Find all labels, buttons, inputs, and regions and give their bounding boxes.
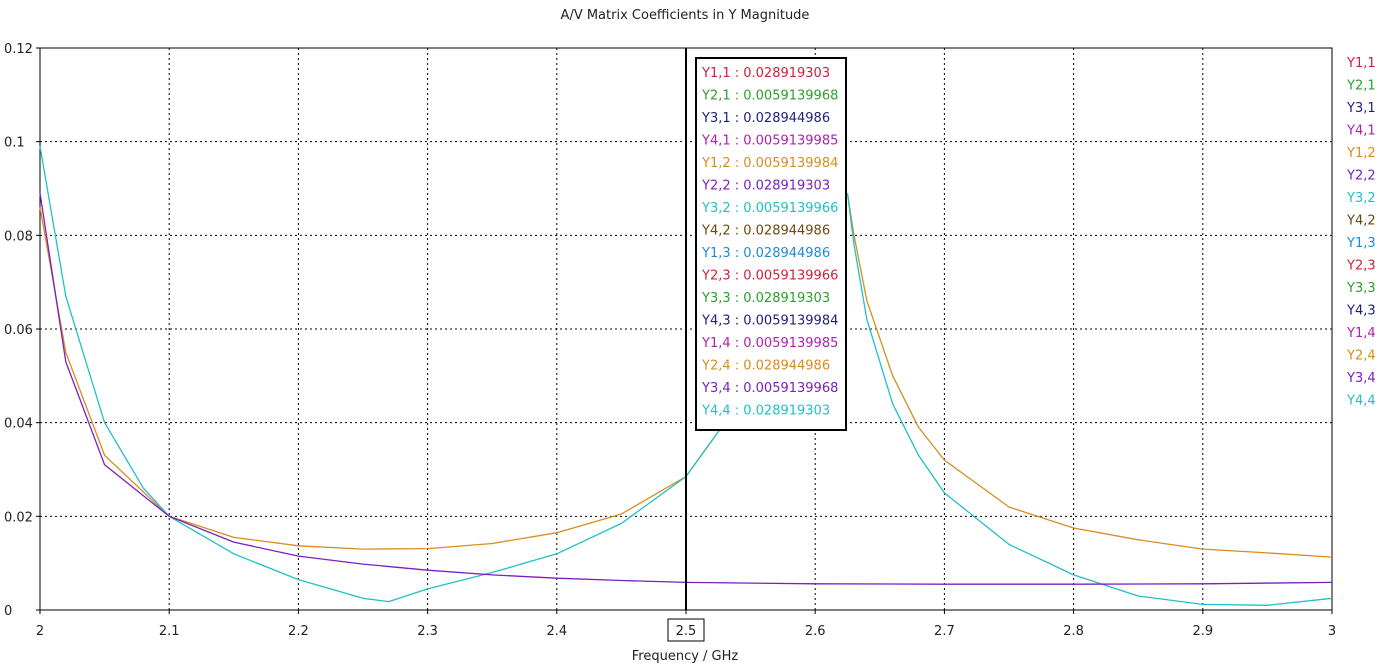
legend-entry[interactable]: Y2,2 [1346,169,1376,184]
x-axis-label: Frequency / GHz [632,649,739,664]
series-line-3 [846,193,1333,606]
cursor-readout-frame [695,57,847,431]
y-tick-label: 0.02 [4,510,33,525]
legend-entry[interactable]: Y2,1 [1346,79,1376,94]
x-tick-label: 2.8 [1063,624,1084,639]
cursor-readout-row: Y1,3 : 0.028944986 [701,246,830,261]
y-tick-label: 0.06 [4,323,33,338]
series-lines [39,146,1333,606]
cursor-readout-row: Y4,1 : 0.0059139985 [701,134,838,149]
series-line-1 [846,193,1333,558]
x-tick-label: 2.9 [1192,624,1213,639]
legend-entry[interactable]: Y1,4 [1346,326,1376,341]
cursor-readout-row: Y2,1 : 0.0059139968 [701,89,838,104]
x-tick-label: 2.2 [288,624,309,639]
cursor-readout-row: Y2,2 : 0.028919303 [701,179,830,194]
legend-entry[interactable]: Y4,1 [1346,124,1376,139]
cursor-readout-row: Y4,2 : 0.028944986 [701,224,830,239]
x-tick-label: 3 [1328,624,1336,639]
x-tick-label: 2.6 [805,624,826,639]
y-tick-label: 0.12 [4,42,33,57]
cursor-readout-row: Y1,2 : 0.0059139984 [701,156,838,171]
cursor-readout-box: Y1,1 : 0.028919303 Y2,1 : 0.0059139968 Y3,… [695,57,847,431]
y-tick-label: 0 [4,604,12,619]
cursor-readout-row: Y4,3 : 0.0059139984 [701,314,838,329]
legend-entry[interactable]: Y1,2 [1346,146,1376,161]
cursor-readout-row: Y1,1 : 0.028919303 [701,66,830,81]
x-tick-label: 2.7 [934,624,955,639]
cursor-readout-row: Y2,3 : 0.0059139966 [701,269,838,284]
y-tick-label: 0.04 [4,417,33,432]
legend-entry[interactable]: Y3,3 [1346,281,1376,296]
cursor-readout-row: Y3,1 : 0.028944986 [701,111,830,126]
legend-entry[interactable]: Y3,4 [1346,371,1376,386]
legend-entry[interactable]: Y1,1 [1346,56,1376,71]
cursor-readout-row: Y3,3 : 0.028919303 [701,291,830,306]
x-tick-label: 2.4 [546,624,567,639]
x-tick-label: 2 [36,624,44,639]
legend-entry[interactable]: Y4,3 [1346,304,1376,319]
legend-entry[interactable]: Y2,3 [1346,259,1376,274]
y-tick-label: 0.1 [4,136,25,151]
cursor-readout-row: Y2,4 : 0.028944986 [701,359,830,374]
legend-entry[interactable]: Y3,1 [1346,101,1376,116]
legend-entry[interactable]: Y4,4 [1346,394,1376,409]
legend-entry[interactable]: Y2,4 [1346,349,1376,364]
series-line-2 [39,146,726,603]
cursor-readout-row: Y3,2 : 0.0059139966 [701,201,838,216]
cursor-readout-row: Y4,4 : 0.028919303 [701,404,830,419]
cursor-readout-row: Y1,4 : 0.0059139985 [701,336,838,351]
x-tick-label: 2.1 [159,624,180,639]
y-tick-label: 0.08 [4,229,33,244]
axis-ticks: 2 2.1 2.2 2.3 2.4 2.6 2.7 2.8 2.9 3 0 0.02 0.04 0.06 0… [4,42,1336,639]
x-tick-label: 2.3 [417,624,438,639]
legend-entry[interactable]: Y4,2 [1346,214,1376,229]
cursor-x-marker-label: 2.5 [676,624,697,639]
cursor-readout-row: Y3,4 : 0.0059139968 [701,381,838,396]
series-line-0 [39,207,726,550]
legend-entry[interactable]: Y3,2 [1346,191,1376,206]
chart-title: A/V Matrix Coefficients in Y Magnitude [561,8,810,23]
legend-entry[interactable]: Y1,3 [1346,236,1376,251]
series-line-4 [39,193,1333,585]
cursor-x-marker-box[interactable] [667,618,705,642]
legend: Y1,1 Y2,1 Y3,1 Y4,1 Y1,2 Y2,2 Y3,2 Y4,2 Y1,3 Y2,3… [1346,56,1376,409]
